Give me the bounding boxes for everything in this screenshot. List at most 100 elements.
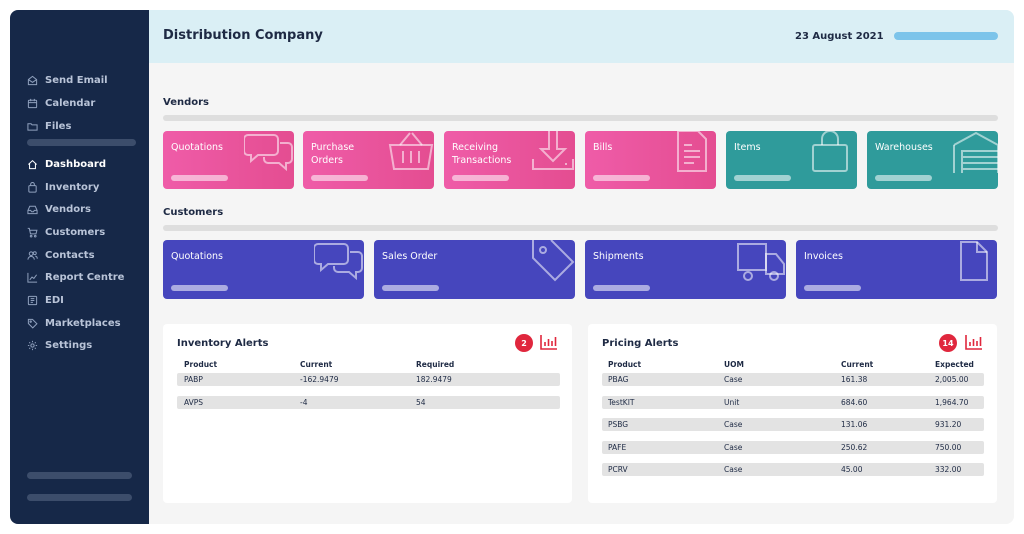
inventory-alerts-panel: Inventory Alerts 2 Product Current Requi… — [163, 324, 572, 503]
tile-warehouses[interactable]: Warehouses — [867, 131, 998, 189]
pricing-alerts-title: Pricing Alerts — [602, 338, 679, 349]
table-row[interactable]: PCRV Case 45.00 332.00 — [602, 463, 984, 476]
column-header: UOM — [724, 360, 744, 369]
tile-bills[interactable]: Bills — [585, 131, 716, 189]
download-tray-icon — [532, 131, 574, 170]
file-icon — [960, 241, 988, 281]
sidebar-item-vendors[interactable]: Vendors — [27, 201, 91, 217]
sidebar-item-label: Inventory — [45, 181, 100, 193]
column-header: Expected — [935, 360, 974, 369]
column-header: Product — [608, 360, 642, 369]
table-cell: 45.00 — [841, 465, 863, 474]
truck-icon — [737, 243, 785, 281]
sidebar-item-label: Report Centre — [45, 271, 125, 283]
sidebar-item-send-email[interactable]: Send Email — [27, 72, 108, 88]
customers-heading: Customers — [163, 207, 224, 218]
table-cell: Case — [724, 443, 743, 452]
sidebar-item-inventory[interactable]: Inventory — [27, 179, 99, 195]
table-cell: PSBG — [608, 420, 629, 429]
tile-label: Receiving Transactions — [452, 142, 512, 166]
sidebar-item-marketplaces[interactable]: Marketplaces — [27, 315, 121, 331]
sidebar-item-report-centre[interactable]: Report Centre — [27, 269, 124, 285]
sidebar-item-label: Files — [45, 120, 72, 132]
table-row[interactable]: TestKIT Unit 684.60 1,964.70 — [602, 396, 984, 409]
table-row[interactable]: PAFE Case 250.62 750.00 — [602, 441, 984, 454]
table-row[interactable]: PABP -162.9479 182.9479 — [177, 373, 560, 386]
folder-icon — [27, 122, 38, 131]
sidebar-item-dashboard[interactable]: Dashboard — [27, 156, 106, 172]
header-date: 23 August 2021 — [795, 31, 884, 42]
tile-label: Bills — [593, 142, 613, 153]
tile-label: Quotations — [171, 251, 224, 262]
sidebar-item-label: Calendar — [45, 97, 96, 109]
chart-icon — [27, 272, 38, 283]
inventory-alerts-title: Inventory Alerts — [177, 338, 269, 349]
people-icon — [27, 250, 38, 260]
calendar-icon — [27, 98, 38, 108]
table-cell: -162.9479 — [300, 375, 339, 384]
sidebar-placeholder-bar — [27, 472, 132, 479]
sidebar-item-settings[interactable]: Settings — [27, 337, 92, 353]
table-cell: PBAG — [608, 375, 629, 384]
table-row[interactable]: PSBG Case 131.06 931.20 — [602, 418, 984, 431]
gear-icon — [27, 340, 38, 350]
tile-items[interactable]: Items — [726, 131, 857, 189]
tile-invoices[interactable]: Invoices — [796, 240, 997, 299]
table-cell: PABP — [184, 375, 203, 384]
sidebar-divider — [27, 139, 136, 146]
bar-chart-icon[interactable] — [965, 334, 983, 350]
tile-label: Quotations — [171, 142, 224, 153]
tile-shipments[interactable]: Shipments — [585, 240, 786, 299]
sidebar-item-label: Dashboard — [45, 158, 106, 170]
sidebar-item-label: Marketplaces — [45, 317, 121, 329]
tile-label: Items — [734, 142, 761, 153]
table-cell: 684.60 — [841, 398, 868, 407]
column-header: Product — [184, 360, 218, 369]
shopping-bag-icon — [812, 131, 848, 172]
customers-divider — [163, 225, 998, 231]
tile-label: Shipments — [593, 251, 644, 262]
sidebar-item-customers[interactable]: Customers — [27, 224, 105, 240]
tile-purchase-orders[interactable]: Purchase Orders — [303, 131, 434, 189]
tile-customer-quotations[interactable]: Quotations — [163, 240, 364, 299]
sidebar-item-label: Vendors — [45, 203, 92, 215]
tile-vendor-quotations[interactable]: Quotations — [163, 131, 294, 189]
table-cell: 931.20 — [935, 420, 962, 429]
warehouse-icon — [953, 131, 998, 173]
table-cell: 250.62 — [841, 443, 868, 452]
email-icon — [27, 75, 38, 85]
table-cell: Case — [724, 420, 743, 429]
column-header: Required — [416, 360, 455, 369]
bar-chart-icon[interactable] — [540, 334, 558, 350]
sidebar-item-edi[interactable]: EDI — [27, 292, 64, 308]
tag-icon — [532, 240, 575, 282]
table-row[interactable]: PBAG Case 161.38 2,005.00 — [602, 373, 984, 386]
sidebar-item-files[interactable]: Files — [27, 118, 71, 134]
sidebar-item-calendar[interactable]: Calendar — [27, 95, 95, 111]
edi-icon — [27, 295, 38, 305]
document-icon — [677, 131, 707, 172]
table-row[interactable]: AVPS -4 54 — [177, 396, 560, 409]
table-cell: 54 — [416, 398, 426, 407]
bag-icon — [28, 181, 37, 193]
table-cell: PAFE — [608, 443, 627, 452]
sidebar-item-label: EDI — [45, 294, 64, 306]
tile-receiving-transactions[interactable]: Receiving Transactions — [444, 131, 575, 189]
vendors-heading: Vendors — [163, 97, 210, 108]
header: Distribution Company 23 August 2021 — [149, 10, 1014, 63]
tag-icon — [27, 318, 38, 329]
sidebar: Send Email Calendar Files Dashboard Inve… — [10, 10, 149, 524]
table-cell: Unit — [724, 398, 740, 407]
sidebar-item-label: Settings — [45, 339, 93, 351]
header-user-bar[interactable] — [894, 32, 998, 40]
table-cell: Case — [724, 465, 743, 474]
cart-icon — [27, 227, 38, 237]
table-cell: -4 — [300, 398, 308, 407]
table-cell: AVPS — [184, 398, 204, 407]
inventory-alerts-count-badge: 2 — [515, 334, 533, 352]
table-cell: 332.00 — [935, 465, 962, 474]
sidebar-item-contacts[interactable]: Contacts — [27, 247, 95, 263]
tile-label: Warehouses — [875, 142, 933, 153]
tile-sales-order[interactable]: Sales Order — [374, 240, 575, 299]
table-cell: 161.38 — [841, 375, 868, 384]
